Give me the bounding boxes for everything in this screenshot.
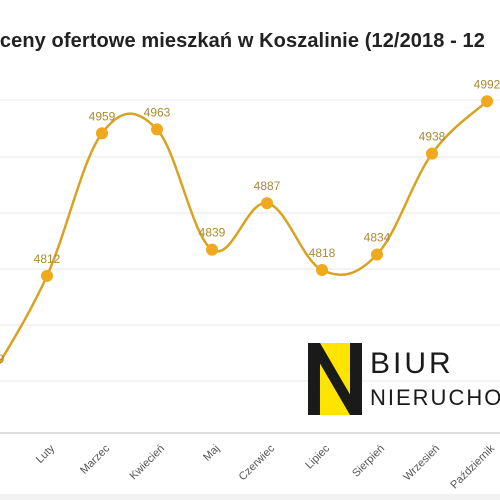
x-tick-label: Lipiec [303,442,332,471]
data-point [151,123,163,136]
data-point [206,243,218,256]
data-label: 4812 [34,252,61,266]
footer-strip [0,494,500,500]
x-tick-label: Sierpień [350,443,387,480]
x-tick-label: Marzec [78,442,112,476]
chart-title: e ceny ofertowe mieszkań w Koszalinie (1… [0,30,485,52]
x-tick-label: Luty [34,442,58,466]
data-label: 4887 [254,179,281,193]
data-point [371,248,383,261]
data-label: 4834 [364,231,391,245]
data-label: 4959 [89,109,116,123]
x-tick-label: Czerwiec [237,442,278,483]
x-tick-label: Wrzesień [401,443,442,484]
data-labels: 9 4812 4959 4963 4839 4887 4818 4834 4938 4992 [0,77,500,366]
data-markers [41,95,493,282]
data-label: 4963 [144,105,171,119]
data-point [481,95,493,108]
data-point [426,147,438,160]
x-tick-label: Październik [448,442,497,491]
data-point [316,264,328,277]
logo-n-icon [308,343,362,415]
logo-n-mark [308,343,362,415]
x-tick-label: Maj [201,443,222,464]
series-line [0,100,488,365]
x-tick-labels: Luty Marzec Kwiecień Maj Czerwiec Lipiec Sierp… [34,442,498,491]
watermark-logo: BIUR NIERUCHO [308,343,500,415]
data-label: 4818 [309,246,336,260]
logo-word-top: BIUR [370,347,454,380]
data-point [96,127,108,140]
data-label: 9 [0,352,5,366]
x-tick-label: Kwiecień [128,443,168,483]
data-label: 4938 [419,130,446,144]
data-point [261,197,273,210]
data-point [41,269,53,282]
data-label: 4992 [474,77,500,91]
data-label: 4839 [199,226,226,240]
logo-word-bottom: NIERUCHO [370,385,500,410]
